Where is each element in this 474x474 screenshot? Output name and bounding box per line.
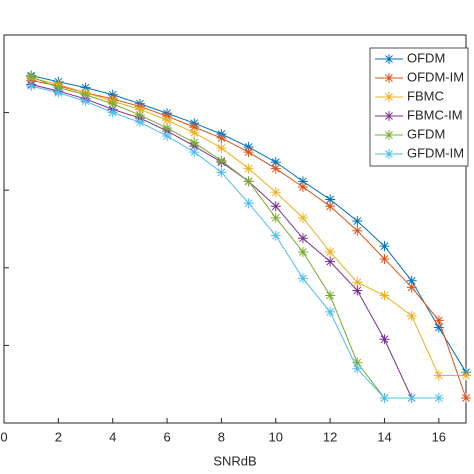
marker <box>162 115 173 126</box>
marker <box>325 246 336 257</box>
legend-label: OFDM-IM <box>407 69 464 84</box>
marker <box>216 133 227 144</box>
marker <box>406 275 417 286</box>
marker <box>243 176 254 187</box>
legend-label: GFDM <box>407 126 445 141</box>
legend-marker <box>384 111 394 121</box>
legend-label: FBMC-IM <box>407 107 463 122</box>
marker <box>53 87 64 98</box>
x-tick-label: 12 <box>323 429 337 444</box>
marker <box>134 104 145 115</box>
series-line <box>31 85 439 399</box>
marker <box>216 155 227 166</box>
x-tick-label: 0 <box>0 429 7 444</box>
marker <box>406 392 417 403</box>
legend-marker <box>384 73 394 83</box>
x-tick-label: 10 <box>269 429 283 444</box>
marker <box>270 187 281 198</box>
marker <box>406 282 417 293</box>
legend-label: FBMC <box>407 88 444 103</box>
marker <box>80 96 91 107</box>
marker <box>297 233 308 244</box>
marker <box>243 163 254 174</box>
marker <box>379 290 390 301</box>
marker <box>53 82 64 93</box>
legend-label: GFDM-IM <box>407 145 464 160</box>
marker <box>297 176 308 187</box>
marker <box>270 157 281 168</box>
legend-label: OFDM <box>407 50 445 65</box>
marker <box>352 216 363 227</box>
x-tick-label: 14 <box>377 429 391 444</box>
marker <box>162 130 173 141</box>
marker <box>243 147 254 158</box>
marker <box>26 81 37 92</box>
marker <box>270 212 281 223</box>
marker <box>325 290 336 301</box>
marker <box>379 253 390 264</box>
marker <box>189 137 200 148</box>
marker <box>325 256 336 267</box>
marker <box>243 142 254 153</box>
x-tick-label: 2 <box>55 429 62 444</box>
marker <box>189 122 200 133</box>
marker <box>325 306 336 317</box>
marker <box>297 246 308 257</box>
x-tick-label: 6 <box>163 429 170 444</box>
marker <box>352 285 363 296</box>
marker <box>162 123 173 134</box>
marker <box>406 310 417 321</box>
marker <box>26 71 37 82</box>
marker <box>433 315 444 326</box>
marker <box>216 142 227 153</box>
legend-marker <box>384 92 394 102</box>
marker <box>325 194 336 205</box>
legend-box <box>369 47 469 167</box>
marker <box>352 277 363 288</box>
marker <box>433 370 444 381</box>
legend-marker <box>384 54 394 64</box>
legend-marker <box>384 130 394 140</box>
marker <box>352 225 363 236</box>
marker <box>379 241 390 252</box>
marker <box>352 357 363 368</box>
marker <box>107 107 118 118</box>
legend-marker <box>384 149 394 159</box>
x-tick-label: 8 <box>218 429 225 444</box>
x-tick-label: 4 <box>109 429 116 444</box>
marker <box>325 201 336 212</box>
marker <box>216 167 227 178</box>
marker <box>379 334 390 345</box>
marker <box>189 127 200 138</box>
marker <box>270 163 281 174</box>
marker <box>461 392 471 403</box>
marker <box>297 212 308 223</box>
x-axis-label: SNRdB <box>213 453 256 468</box>
series-line <box>30 76 385 399</box>
marker <box>433 322 444 333</box>
marker <box>189 147 200 158</box>
marker <box>134 117 145 128</box>
marker <box>80 82 91 93</box>
marker <box>352 363 363 374</box>
marker <box>270 230 281 241</box>
marker <box>433 392 444 403</box>
marker <box>134 110 145 121</box>
marker <box>297 273 308 284</box>
marker <box>379 392 390 403</box>
x-tick-label: 16 <box>432 429 446 444</box>
marker <box>107 98 118 109</box>
marker <box>270 201 281 212</box>
marker <box>243 198 254 209</box>
marker <box>80 89 91 100</box>
marker <box>461 370 471 381</box>
marker <box>297 181 308 192</box>
